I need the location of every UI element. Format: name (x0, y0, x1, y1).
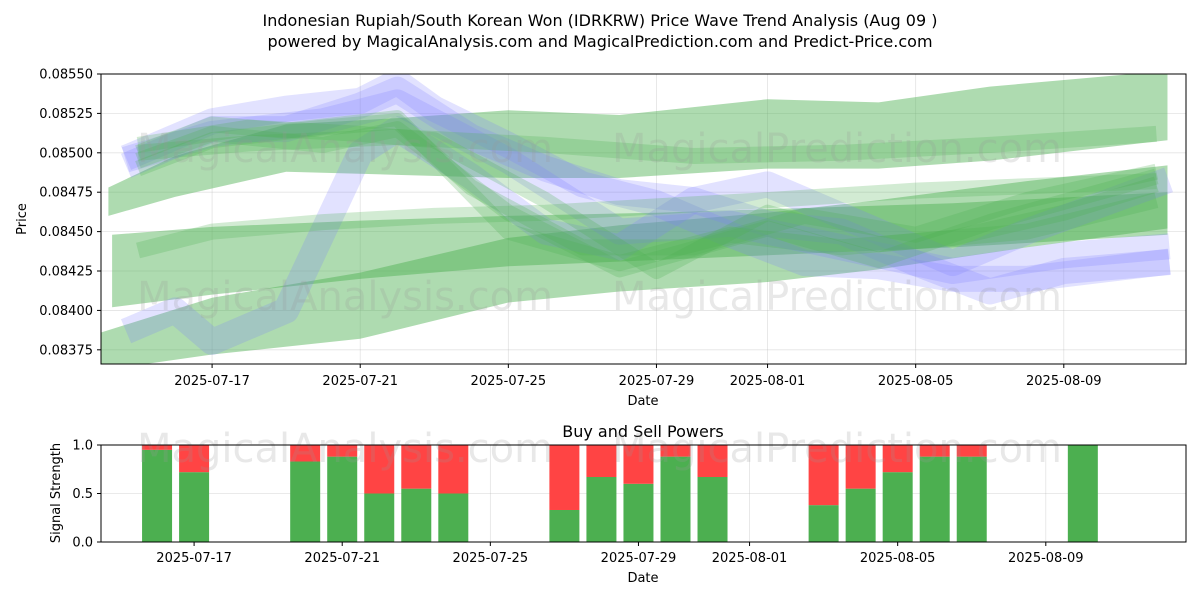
signal-xtick-label: 2025-07-17 (156, 551, 232, 566)
sell-bar (845, 445, 876, 489)
buy-bar (660, 456, 691, 542)
buy-bar (549, 509, 580, 542)
watermark-analysis-top: MagicalAnalysis.com (137, 126, 553, 172)
price-ytick-label: 0.08400 (39, 304, 93, 319)
watermark-prediction-bottom: MagicalPrediction.com (612, 426, 1062, 472)
signal-xtick-label: 2025-07-21 (304, 551, 380, 566)
signal-xtick-label: 2025-07-29 (601, 551, 677, 566)
signal-xtick-label: 2025-08-09 (1008, 551, 1084, 566)
price-ytick-label: 0.08450 (39, 225, 93, 240)
buy-bar (438, 493, 469, 542)
sell-bar (179, 445, 210, 473)
sell-bar (623, 445, 654, 484)
blue-wave-band (120, 116, 1174, 355)
watermark-prediction-top: MagicalPrediction.com (612, 126, 1062, 172)
sell-bar (697, 445, 728, 478)
price-ytick-label: 0.08425 (39, 265, 93, 280)
price-xtick-label: 2025-08-09 (1026, 374, 1102, 389)
blue-wave-band (120, 74, 1171, 292)
signal-ytick-label: 1.0 (72, 439, 93, 454)
sell-bar (586, 445, 617, 478)
sell-bar (956, 445, 987, 457)
price-series-group (101, 74, 1174, 364)
green-trend-band (112, 192, 1168, 308)
sell-bar (549, 445, 580, 510)
price-ytick-label: 0.08475 (39, 186, 93, 201)
watermark-prediction-mid: MagicalPrediction.com (612, 274, 1062, 320)
buy-bar (808, 505, 839, 542)
price-ytick-label: 0.08525 (39, 107, 93, 122)
sell-bar (438, 445, 469, 494)
watermark-analysis-mid: MagicalAnalysis.com (137, 274, 553, 320)
signal-chart-axes: 0.0 0.5 1.0 2025-07-17 2025-07-21 2025-07-25 2… (72, 439, 1083, 567)
sell-bar (290, 445, 321, 462)
chart-title-line1: Indonesian Rupiah/South Korean Won (IDRK… (263, 11, 938, 30)
green-wave-line (137, 125, 1157, 164)
signal-chart-watermarks: MagicalAnalysis.com MagicalPrediction.co… (137, 426, 1062, 472)
buy-bar (1067, 445, 1098, 542)
sell-bar (142, 445, 173, 450)
signal-chart-plot (142, 445, 1098, 542)
price-xtick-label: 2025-07-21 (322, 374, 398, 389)
sell-bar (327, 445, 358, 457)
buy-bar (179, 472, 210, 542)
buy-bar (845, 488, 876, 542)
price-xtick-label: 2025-07-29 (619, 374, 695, 389)
green-wave-line (135, 113, 1159, 256)
buy-bar (882, 472, 913, 542)
buy-bar (586, 477, 617, 542)
blue-wave-band (121, 89, 1171, 285)
price-xtick-label: 2025-07-17 (174, 374, 250, 389)
price-chart-ylabel: Price (15, 203, 30, 235)
price-chart-xlabel: Date (627, 394, 658, 409)
buy-bar (290, 461, 321, 542)
green-trend-band (101, 165, 1168, 364)
sell-bar (660, 445, 691, 457)
signal-chart-title: Buy and Sell Powers (562, 422, 724, 441)
price-chart-axes: 0.08375 0.08400 0.08425 0.08450 0.08475 0.085… (39, 68, 1101, 390)
price-chart-frame (100, 73, 1187, 365)
buy-bar (623, 483, 654, 542)
green-wave-line (136, 173, 1157, 259)
buy-bar (919, 456, 950, 542)
buy-bar (956, 456, 987, 542)
chart-title-line2: powered by MagicalAnalysis.com and Magic… (267, 32, 932, 51)
green-wave-line (135, 110, 1159, 272)
signal-chart-xlabel: Date (627, 571, 658, 586)
buy-bar (142, 449, 173, 542)
price-xtick-label: 2025-08-05 (878, 374, 954, 389)
sell-bar (808, 445, 839, 506)
buy-bar (697, 477, 728, 542)
sell-bar (364, 445, 395, 494)
price-chart-watermarks: MagicalAnalysis.com MagicalPrediction.co… (137, 126, 1062, 320)
price-chart-grid (101, 73, 1186, 364)
green-wave-line (136, 119, 1159, 280)
sell-bar (919, 445, 950, 457)
green-wave-line (135, 121, 1159, 278)
blue-wave-band (120, 76, 1171, 305)
signal-ytick-label: 0.0 (72, 536, 93, 551)
sell-bar (401, 445, 432, 489)
price-ytick-label: 0.08375 (39, 343, 93, 358)
watermark-analysis-bottom: MagicalAnalysis.com (137, 426, 553, 472)
price-ytick-label: 0.08550 (39, 68, 93, 83)
price-chart-plot (101, 74, 1174, 364)
sell-bar (882, 445, 913, 473)
signal-xtick-label: 2025-07-25 (453, 551, 529, 566)
signal-xtick-label: 2025-08-05 (860, 551, 936, 566)
signal-xtick-label: 2025-08-01 (712, 551, 788, 566)
green-trend-band (108, 74, 1168, 216)
price-ytick-label: 0.08500 (39, 146, 93, 161)
signal-chart-ylabel: Signal Strength (49, 443, 64, 543)
price-xtick-label: 2025-08-01 (730, 374, 806, 389)
buy-bar (401, 488, 432, 542)
signal-ytick-label: 0.5 (72, 487, 93, 502)
price-xtick-label: 2025-07-25 (471, 374, 547, 389)
buy-bar (364, 493, 395, 542)
buy-bar (327, 456, 358, 542)
